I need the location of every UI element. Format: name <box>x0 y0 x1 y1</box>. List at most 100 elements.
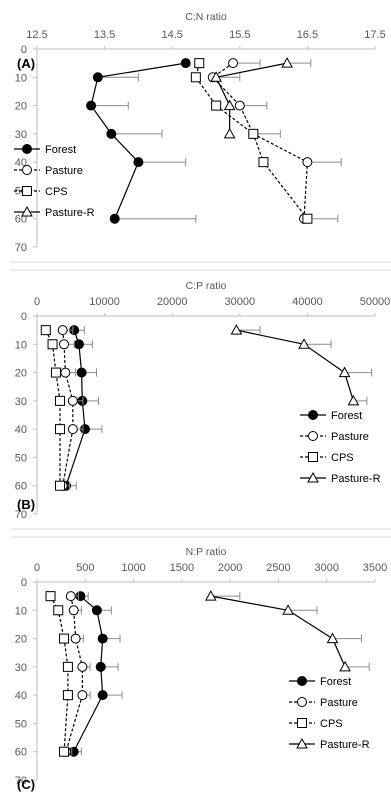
series-pasture-r <box>230 324 373 406</box>
y-tick-label: 20 <box>15 634 27 646</box>
x-tick-label: 30000 <box>225 296 256 308</box>
data-point <box>223 99 236 111</box>
x-tick-label: 50000 <box>360 296 391 308</box>
x-tick-label: 12.5 <box>26 29 47 41</box>
data-point <box>54 424 65 435</box>
y-tick-label: 10 <box>15 605 27 617</box>
data-point <box>282 604 294 615</box>
data-point <box>54 480 65 491</box>
data-point <box>68 605 79 616</box>
legend-label: Pasture-R <box>45 207 95 219</box>
data-point <box>302 157 313 168</box>
legend-marker <box>297 676 307 686</box>
series-line <box>215 62 288 134</box>
series-line <box>45 329 61 486</box>
data-point <box>326 632 339 644</box>
data-point <box>76 367 87 378</box>
data-point <box>45 591 56 602</box>
data-point <box>67 395 78 406</box>
data-point <box>67 424 78 435</box>
data-point <box>223 127 236 139</box>
data-point <box>77 661 88 672</box>
data-point <box>62 690 73 701</box>
data-point <box>302 213 313 224</box>
y-tick-label: 40 <box>15 690 27 702</box>
data-point <box>298 338 310 349</box>
data-point <box>91 605 102 616</box>
chart-panel-2: C:P ratio 0 10000 20000 30000 40000 50000 0 10 20… <box>15 280 391 521</box>
data-point <box>77 690 88 701</box>
series-cps <box>45 591 73 757</box>
data-point <box>54 395 65 406</box>
series-line <box>49 595 69 752</box>
x-tick-label: 0 <box>34 562 40 574</box>
data-point <box>338 366 351 378</box>
y-tick-label: 20 <box>15 368 27 380</box>
y-tick-label: 0 <box>21 577 27 589</box>
data-point <box>230 324 243 335</box>
series-line <box>211 62 309 219</box>
y-tick-label: 20 <box>15 101 27 113</box>
x-tick-label: 10000 <box>89 296 120 308</box>
data-point <box>248 128 259 139</box>
panel-label: (B) <box>17 497 35 512</box>
data-point <box>204 590 217 601</box>
x-tick-label: 0 <box>34 296 40 308</box>
data-point <box>50 367 61 378</box>
legend-label: Pasture-R <box>320 739 370 751</box>
data-point <box>60 367 71 378</box>
panel-label: (C) <box>17 777 35 792</box>
x-tick-label: 15.5 <box>229 29 250 41</box>
data-point <box>59 746 70 757</box>
legend-label: Pasture <box>45 165 83 177</box>
data-point <box>133 157 144 168</box>
data-point <box>190 72 201 83</box>
legend-label: Forest <box>320 676 351 688</box>
data-point <box>53 605 64 616</box>
x-tick-label: 3500 <box>363 562 387 574</box>
data-point <box>228 58 239 69</box>
legend-marker <box>307 471 319 483</box>
x-tick-label: 2500 <box>266 562 290 574</box>
data-point <box>210 71 222 82</box>
chart-panel-3: N:P ratio 0 500 1000 1500 2000 2500 3000 3500 0 10… <box>15 546 387 792</box>
legend-marker <box>296 737 308 749</box>
y-tick-label: 40 <box>15 424 27 436</box>
x-axis-title: N:P ratio <box>186 546 227 558</box>
data-point <box>211 100 222 111</box>
data-point <box>97 633 108 644</box>
series-line <box>236 329 354 402</box>
data-point <box>97 690 108 701</box>
data-point <box>258 157 269 168</box>
data-point <box>59 633 70 644</box>
x-tick-label: 17.5 <box>364 29 385 41</box>
y-tick-label: 60 <box>15 481 27 493</box>
x-tick-label: 16.5 <box>297 29 318 41</box>
legend-label: Pasture-R <box>331 473 381 485</box>
data-point <box>73 339 84 350</box>
y-tick-label: 70 <box>15 775 27 787</box>
y-tick-label: 30 <box>15 129 27 141</box>
x-tick-label: 2000 <box>218 562 242 574</box>
x-tick-label: 3000 <box>314 562 338 574</box>
data-point <box>106 128 117 139</box>
data-point <box>281 57 293 68</box>
series-cps <box>40 325 65 491</box>
legend-label: CPS <box>331 452 354 464</box>
data-point <box>59 339 70 350</box>
y-tick-label: 50 <box>15 452 27 464</box>
data-point <box>47 339 58 350</box>
legend-marker <box>297 718 307 728</box>
y-tick-label: 10 <box>15 339 27 351</box>
x-axis-title: C:N ratio <box>185 11 227 23</box>
y-tick-label: 30 <box>15 662 27 674</box>
series-line <box>195 63 308 220</box>
legend-marker <box>308 410 318 420</box>
series-pasture-r <box>210 57 312 139</box>
legend-label: CPS <box>45 186 68 198</box>
legend-label: Forest <box>45 144 76 156</box>
series-forest <box>68 591 123 757</box>
data-point <box>234 100 245 111</box>
data-point <box>194 58 205 69</box>
legend-marker <box>297 697 307 707</box>
